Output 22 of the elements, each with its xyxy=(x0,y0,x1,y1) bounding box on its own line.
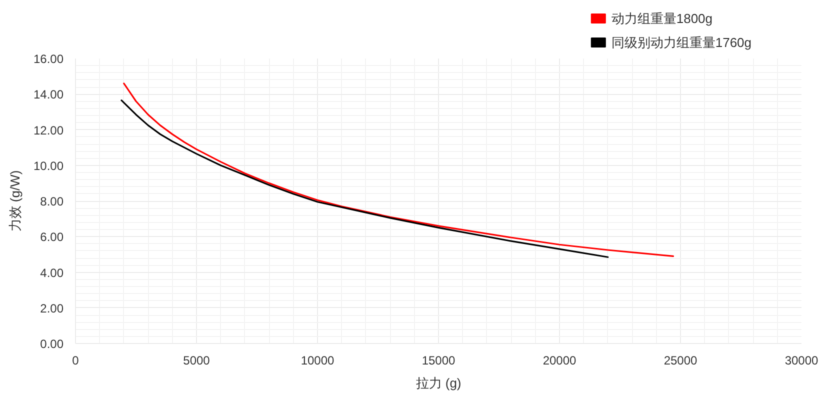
x-tick-label: 30000 xyxy=(784,354,819,368)
x-tick-label: 15000 xyxy=(422,354,456,368)
x-tick-label: 0 xyxy=(72,354,80,368)
x-tick-label: 5000 xyxy=(183,354,210,368)
y-tick-label: 12.00 xyxy=(33,123,64,138)
x-axis-title: 拉力 (g) xyxy=(416,376,462,390)
y-tick-label: 0.00 xyxy=(40,337,64,351)
y-tick-label: 14.00 xyxy=(33,88,64,102)
y-tick-label: 10.00 xyxy=(33,158,64,173)
line-series xyxy=(120,100,609,258)
y-axis-title: 力效 (g/W) xyxy=(7,170,22,232)
y-tick-label: 6.00 xyxy=(40,230,64,244)
x-tick-label: 20000 xyxy=(542,354,577,368)
y-tick-label: 4.00 xyxy=(40,266,64,280)
x-tick-label: 25000 xyxy=(664,354,698,368)
line-series xyxy=(123,82,674,258)
legend-label: 同级别动力组重量1760g xyxy=(611,35,752,50)
x-tick-label: 10000 xyxy=(300,354,335,368)
legend-label: 动力组重量1800g xyxy=(611,11,713,26)
y-tick-label: 2.00 xyxy=(40,301,64,316)
y-tick-label: 8.00 xyxy=(40,194,64,208)
y-tick-label: 16.00 xyxy=(33,52,64,66)
